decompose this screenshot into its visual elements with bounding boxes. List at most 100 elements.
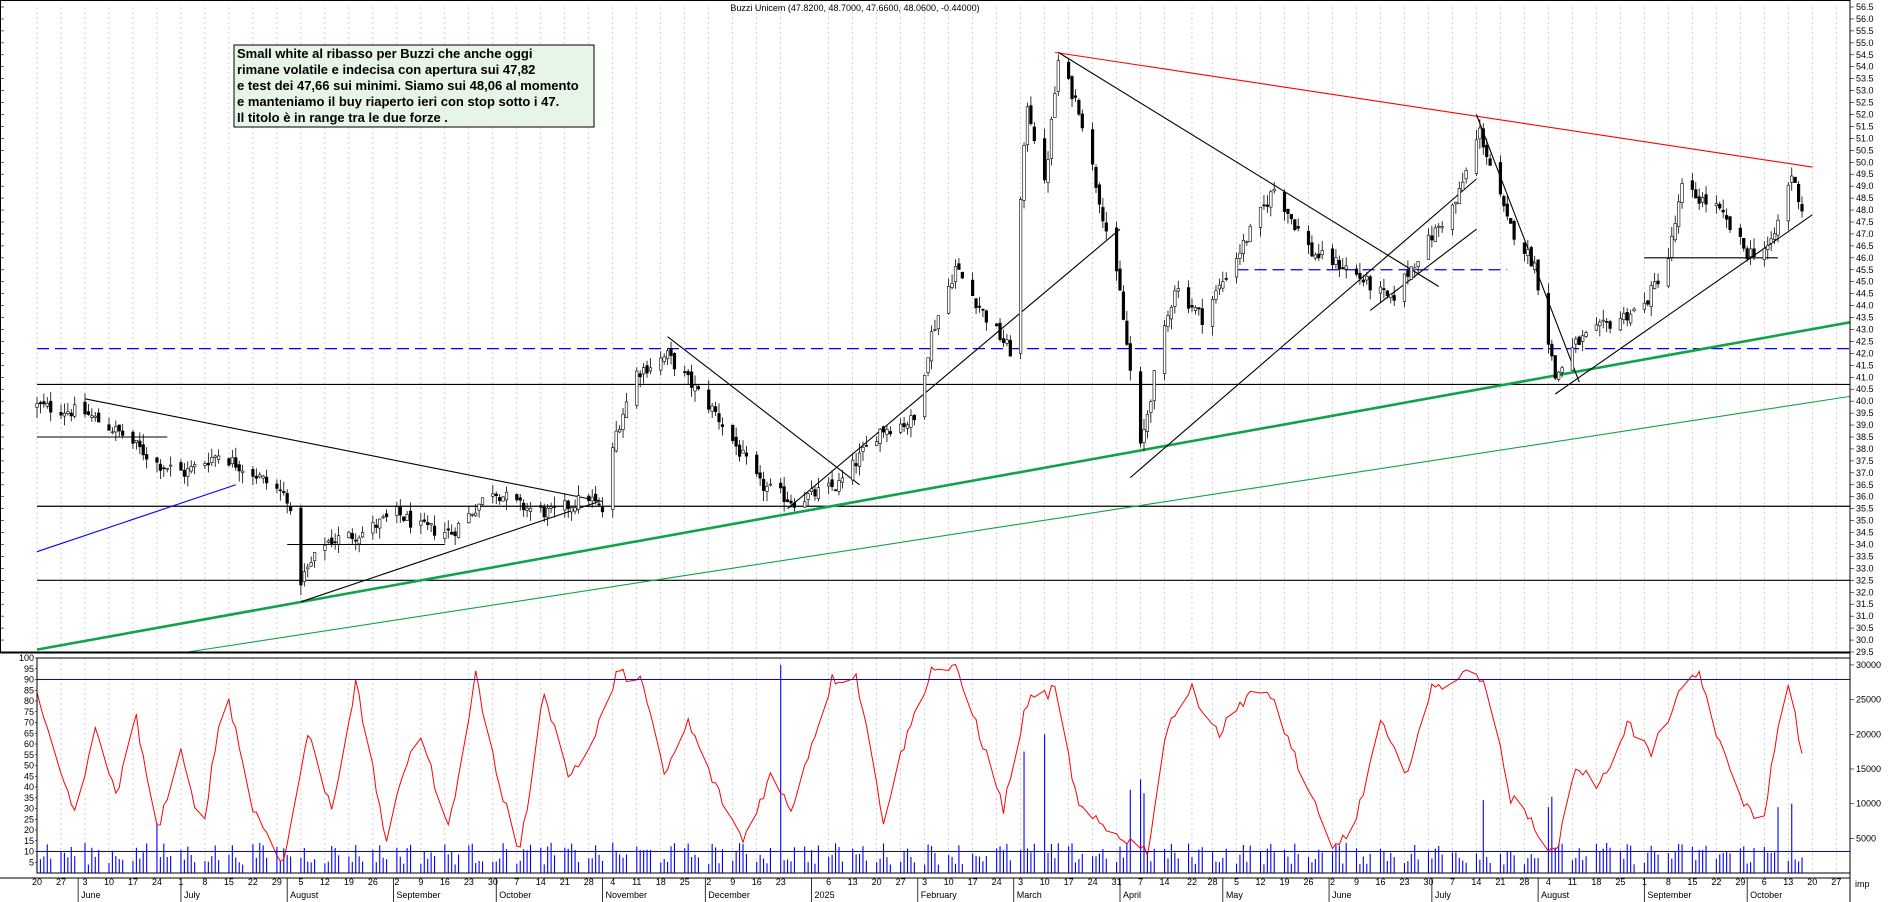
price-tick-label: 56.0 — [1856, 14, 1874, 24]
black-downtrend-2 — [667, 336, 860, 486]
candle-up — [504, 491, 509, 501]
price-tick-label: 36.5 — [1856, 480, 1874, 490]
x-tick-label-day: 23 — [1399, 877, 1409, 887]
candle-up — [213, 455, 217, 458]
candle-down — [912, 414, 916, 421]
candle-down — [974, 298, 978, 309]
candle-up — [1005, 339, 1009, 344]
candle-up — [169, 464, 173, 467]
candle-up — [1457, 188, 1461, 205]
candle-up — [258, 474, 262, 478]
candle-up — [618, 429, 622, 433]
price-tick-label: 51.5 — [1856, 121, 1874, 131]
candle-up — [241, 470, 245, 474]
candle-up — [666, 350, 670, 360]
x-tick-label-month: September — [1647, 890, 1691, 900]
candle-up — [1426, 234, 1431, 260]
x-tick-label-day: 13 — [1783, 877, 1793, 887]
x-tick-label-month: June — [81, 890, 101, 900]
trendlines — [36, 51, 1851, 653]
candle-down — [1745, 248, 1749, 260]
black-downtrend-3 — [1058, 51, 1440, 287]
panel-frames — [0, 0, 1851, 902]
candle-down — [1694, 189, 1698, 199]
x-tick-label-day: 28 — [1519, 877, 1529, 887]
candle-down — [1361, 279, 1365, 283]
price-tick-label: 30.5 — [1856, 623, 1874, 633]
candle-down — [785, 499, 790, 502]
candle-up — [953, 266, 958, 283]
candle-down — [1485, 144, 1489, 157]
candle-up — [326, 540, 330, 543]
price-tick-label: 39.0 — [1856, 420, 1874, 430]
candle-down — [902, 423, 906, 427]
candle-down — [1358, 272, 1362, 279]
candle-up — [1241, 240, 1245, 254]
candle-down — [1800, 204, 1804, 212]
candle-down — [1282, 191, 1287, 213]
candle-down — [1094, 167, 1098, 188]
price-tick-label: 56.5 — [1856, 2, 1874, 12]
price-tick-label: 53.0 — [1856, 86, 1874, 96]
x-tick-label-day: 25 — [680, 877, 690, 887]
price-tick-label: 48.5 — [1856, 193, 1874, 203]
x-tick-label-day: 26 — [1303, 877, 1313, 887]
candle-up — [768, 483, 773, 486]
oscillator-line — [36, 663, 1803, 862]
candle-down — [1114, 227, 1119, 272]
candle-down — [453, 531, 457, 537]
candle-down — [600, 507, 605, 513]
x-tick-label-day: 18 — [1591, 877, 1601, 887]
candle-up — [1437, 225, 1441, 228]
candle-down — [1690, 180, 1694, 190]
candle-up — [186, 468, 190, 477]
x-tick-label-day: 30 — [488, 877, 498, 887]
candle-down — [350, 533, 354, 540]
candle-down — [42, 401, 46, 405]
black-uptrend-5 — [1554, 214, 1813, 395]
candle-up — [1762, 248, 1766, 260]
candle-up — [648, 367, 653, 372]
price-tick-label: 37.0 — [1856, 468, 1874, 478]
candle-up — [1632, 308, 1636, 312]
candle-up — [563, 500, 567, 511]
candle-down — [1796, 183, 1801, 203]
candle-down — [97, 412, 101, 423]
candle-down — [131, 431, 135, 444]
price-tick-label: 40.0 — [1856, 396, 1874, 406]
candle-down — [1522, 242, 1527, 254]
x-tick-label-day: 20 — [1807, 877, 1817, 887]
candle-down — [645, 365, 649, 374]
candle-down — [854, 463, 858, 467]
candle-down — [981, 308, 985, 311]
candle-up — [1622, 312, 1626, 321]
candle-up — [1450, 204, 1455, 230]
x-tick-label-day: 22 — [1711, 877, 1721, 887]
price-tick-label: 34.5 — [1856, 528, 1874, 538]
blue-uptrend — [36, 484, 236, 553]
candle-up — [1142, 429, 1146, 444]
candle-up — [659, 357, 663, 371]
candle-up — [66, 411, 70, 415]
volume-tick-label: 10000 — [1856, 799, 1881, 809]
x-tick-label-day: 16 — [752, 877, 762, 887]
price-tick-label: 55.5 — [1856, 26, 1874, 36]
candle-up — [1570, 347, 1574, 371]
candle-up — [1365, 275, 1369, 281]
candle-down — [282, 491, 286, 493]
candle-down — [881, 426, 886, 433]
price-tick-label: 53.5 — [1856, 74, 1874, 84]
candle-down — [1330, 248, 1335, 265]
candle-up — [809, 488, 814, 492]
candle-down — [1721, 209, 1725, 213]
candle-down — [432, 525, 437, 536]
candle-down — [789, 500, 793, 504]
candle-down — [1550, 343, 1554, 357]
candle-up — [1248, 225, 1252, 242]
support-green-thick — [36, 321, 1851, 651]
candle-up — [1334, 257, 1338, 265]
candle-up — [1217, 284, 1221, 290]
x-tick-label-day: 8 — [202, 877, 207, 887]
volume-bars — [36, 664, 1803, 873]
candle-down — [518, 497, 522, 501]
